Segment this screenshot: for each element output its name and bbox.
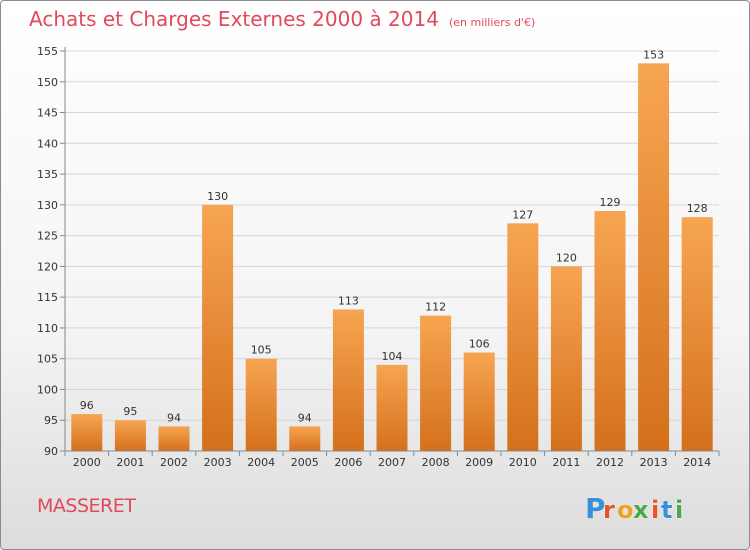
x-tick-label-2013: 2013 [640,456,668,469]
x-tick-label-2004: 2004 [247,456,275,469]
x-tick-label-2003: 2003 [204,456,232,469]
value-label-2011: 120 [556,251,577,264]
value-label-2006: 113 [338,294,359,307]
proxiti-logo: Pr o x i t i [585,492,684,526]
y-tick-label: 140 [37,137,58,150]
bar-2009 [463,352,495,451]
bar-2002 [158,426,190,451]
x-tick-label-2001: 2001 [116,456,144,469]
y-axis: 90 95 100 105 110 115 120 125 130 135 140 145 150 155 [37,45,66,458]
bar-2012 [594,211,626,451]
value-labels: 96 95 94 130 105 94 113 104 112 106 127 120 129 153 12… [80,48,708,424]
value-label-2004: 105 [251,344,272,357]
value-label-2003: 130 [207,190,228,203]
y-tick-label: 90 [44,445,58,458]
y-tick-label: 120 [37,260,58,273]
bar-2010 [507,223,539,451]
y-tick-label: 130 [37,199,58,212]
value-label-2000: 96 [80,399,94,412]
x-tick-label-2005: 2005 [291,456,319,469]
commune-name: MASSERET [37,495,136,517]
y-tick-label: 150 [37,76,58,89]
value-label-2014: 128 [687,202,708,215]
title-text: Achats et Charges Externes 2000 à 2014 [29,7,439,31]
value-label-2001: 95 [123,405,137,418]
x-tick-label-2006: 2006 [334,456,362,469]
bar-2014 [681,217,713,451]
bar-2003 [202,204,234,451]
bar-2007 [376,364,408,451]
bar-2001 [114,420,146,451]
logo-letter: i [675,496,683,524]
x-tick-label-2008: 2008 [422,456,450,469]
y-tick-label: 135 [37,168,58,181]
value-label-2002: 94 [167,411,181,424]
bar-2004 [245,358,277,451]
bar-2008 [420,315,452,451]
x-tick-label-2010: 2010 [509,456,537,469]
x-tick-label-2012: 2012 [596,456,624,469]
x-axis: 2000 2001 2002 2003 2004 2005 2006 2007 2008 2009… [64,450,720,469]
value-label-2009: 106 [469,338,490,351]
value-label-2010: 127 [512,208,533,221]
bar-2005 [289,426,321,451]
x-tick-label-2002: 2002 [160,456,188,469]
y-tick-label: 125 [37,230,58,243]
y-tick-label: 155 [37,45,58,58]
logo-letter: o [617,496,634,524]
x-tick-label-2009: 2009 [465,456,493,469]
x-tick-label-2007: 2007 [378,456,406,469]
bar-2000 [71,414,103,451]
bars [71,63,713,452]
y-tick-label: 95 [44,414,58,427]
bar-2013 [638,63,670,452]
x-tick-label-2014: 2014 [683,456,711,469]
logo-letter: r [603,496,615,524]
y-tick-label: 115 [37,291,58,304]
x-tick-label-2000: 2000 [73,456,101,469]
y-tick-label: 105 [37,353,58,366]
value-label-2013: 153 [643,48,664,61]
value-label-2005: 94 [298,411,312,424]
value-label-2008: 112 [425,301,446,314]
y-tick-label: 110 [37,322,58,335]
logo-letter: i [651,496,659,524]
y-tick-label: 145 [37,107,58,120]
bar-2006 [332,309,364,451]
bar-2011 [550,266,582,451]
y-tick-label: 100 [37,383,58,396]
value-label-2012: 129 [600,196,621,209]
value-label-2007: 104 [382,350,403,363]
logo-letter: t [661,496,672,524]
chart-subtitle: (en milliers d'€) [448,16,536,29]
logo-letter: x [633,496,649,524]
logo-letter: P [585,492,606,525]
x-tick-label-2011: 2011 [552,456,580,469]
chart-title: Achats et Charges Externes 2000 à 2014 (e… [29,7,535,31]
